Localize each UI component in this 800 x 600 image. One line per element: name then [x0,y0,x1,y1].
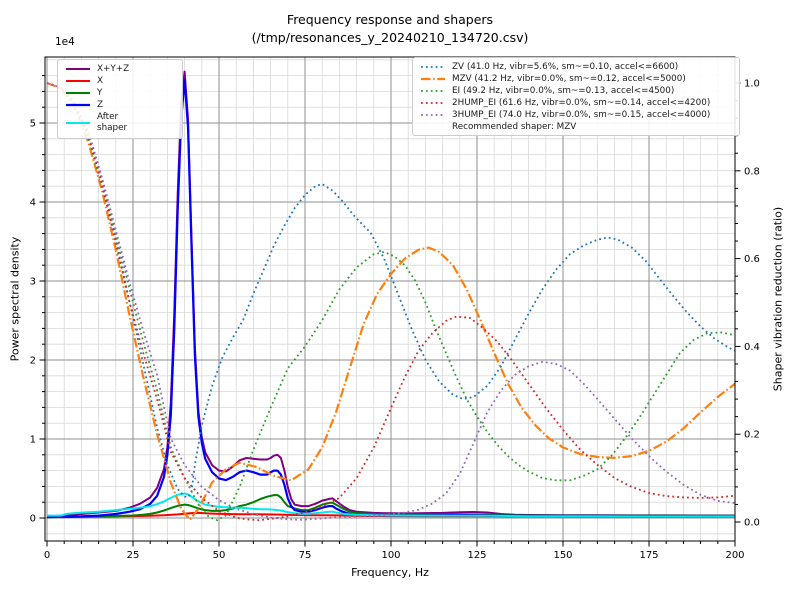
legend-line-sample-x [66,80,90,83]
legend-item-label: Z [97,99,104,110]
x-tick-label: 150 [553,550,572,561]
y-right-tick-label: 0.8 [744,166,760,177]
x-tick-label: 0 [44,550,50,561]
legend-item-label: Y [97,87,103,98]
x-tick-label: 200 [725,550,744,561]
legend-line-sample-hump2_ei [421,102,445,105]
x-tick-label: 100 [381,550,400,561]
y-axis-offset-label: 1e4 [55,36,75,48]
y-left-axis-label: Power spectral density [8,236,22,362]
series-ei [46,82,735,522]
legend-item-label: 2HUMP_EI (61.6 Hz, vibr=0.0%, sm~=0.14, … [452,97,711,108]
legend-item-x: X [65,76,175,87]
legend-item-ei: EI (49.2 Hz, vibr=0.0%, sm~=0.13, accel<… [420,86,732,97]
legend-item-label: X+Y+Z [97,64,130,74]
y-left-tick-label: 5 [30,119,36,130]
tick-labels: 0 25 50 75 100 125 150 175 200 0 1 2 3 4 5 0.0 0.2 0.4 0.6… [30,79,760,562]
y-right-axis-label: Shaper vibration reduction (ratio) [771,206,785,392]
legend-item-label: ZV (41.0 Hz, vibr=5.6%, sm~=0.10, accel<… [452,62,679,72]
chart-subtitle: (/tmp/resonances_y_20240210_134720.csv) [251,30,529,45]
legend-line-sample-mzv [421,78,445,81]
chart-title: Frequency response and shapers [286,12,494,27]
series-mzv [46,81,735,521]
legend-shapers: ZV (41.0 Hz, vibr=5.6%, sm~=0.10, accel<… [412,57,740,136]
x-axis-label: Frequency, Hz [351,566,429,579]
x-tick-label: 175 [639,550,658,561]
legend-item-label: X [97,75,104,86]
legend-item-after_shaper: After shaper [65,112,175,134]
legend-item-hump2_ei: 2HUMP_EI (61.6 Hz, vibr=0.0%, sm~=0.14, … [420,98,732,109]
y-right-tick-label: 0.2 [744,430,760,441]
legend-item-y: Y [65,88,175,99]
y-left-tick-label: 4 [30,198,36,209]
legend-item-zv: ZV (41.0 Hz, vibr=5.6%, sm~=0.10, accel<… [420,62,732,73]
x-tick-label: 125 [467,550,486,561]
legend-line-sample-hump3_ei [421,114,445,117]
legend-item-label: 3HUMP_EI (74.0 Hz, vibr=0.0%, sm~=0.15, … [452,109,711,120]
plot-border [44,56,736,542]
legend-item-label: After shaper [97,111,128,133]
y-left-tick-label: 2 [30,356,36,367]
y-right-tick-label: 1.0 [744,79,760,90]
legend-line-sample-after_shaper [66,121,90,124]
legend-psd: X+Y+Z X Y Z After shaper [57,59,183,139]
y-left-tick-label: 3 [30,277,36,288]
legend-item-label: EI (49.2 Hz, vibr=0.0%, sm~=0.13, accel<… [452,85,675,96]
legend-recommended-shaper: Recommended shaper: MZV [452,121,577,132]
y-right-tick-label: 0.0 [744,518,760,529]
legend-item-mzv: MZV (41.2 Hz, vibr=0.0%, sm~=0.12, accel… [420,74,732,85]
legend-line-sample-zv [421,66,445,69]
legend-line-sample-z [66,104,90,107]
series-hump2_ei [46,82,735,522]
legend-line-sample-ei [421,90,445,93]
series-hump3_ei [46,82,735,521]
series-after_shaper [47,492,735,518]
legend-item-label: MZV (41.2 Hz, vibr=0.0%, sm~=0.12, accel… [452,73,686,84]
y-right-tick-label: 0.6 [744,254,760,265]
legend-item-hump3_ei: 3HUMP_EI (74.0 Hz, vibr=0.0%, sm~=0.15, … [420,110,732,121]
y-left-tick-label: 0 [30,514,36,525]
legend-item-z: Z [65,100,175,111]
legend-line-sample-y [66,92,90,95]
legend-line-sample-xyz [66,68,90,71]
y-right-tick-label: 0.4 [744,342,760,353]
y-left-tick-label: 1 [30,435,36,446]
series-group [46,70,735,522]
x-tick-label: 50 [213,550,226,561]
legend-item-xyz: X+Y+Z [65,64,175,75]
ticks [39,75,741,547]
x-tick-label: 25 [127,550,140,561]
x-tick-label: 75 [299,550,312,561]
